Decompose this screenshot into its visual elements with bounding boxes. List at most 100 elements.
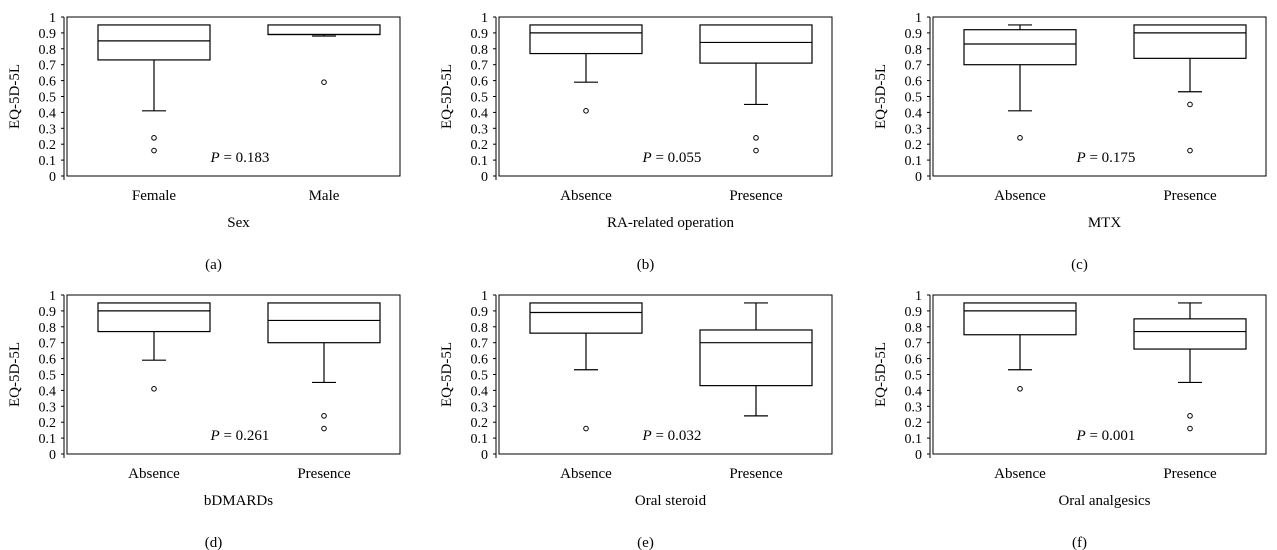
box-iqr xyxy=(97,24,211,61)
p-value-annotation: P = 0.055 xyxy=(642,150,702,166)
category-label: Absence xyxy=(560,466,612,482)
outlier-point xyxy=(151,147,157,154)
plot-frame xyxy=(498,294,833,455)
y-tick-label: 0 xyxy=(49,170,56,185)
p-value-text: = 0.183 xyxy=(220,150,270,166)
chart-panel-a: 00.10.20.30.40.50.60.70.80.91 EQ-5D-5L Fem… xyxy=(7,11,401,273)
plot-frame xyxy=(932,294,1267,455)
y-tick-label: 0.6 xyxy=(905,75,923,90)
y-tick-label: 0.6 xyxy=(39,75,57,90)
p-symbol: P xyxy=(642,428,652,444)
p-symbol: P xyxy=(210,150,220,166)
y-tick-label: 0.4 xyxy=(471,106,489,121)
plot-frame xyxy=(498,16,833,177)
p-value-annotation: P = 0.001 xyxy=(1076,428,1136,444)
y-tick-label: 0.4 xyxy=(39,384,57,399)
y-tick-label: 0.9 xyxy=(905,27,923,42)
y-tick-label: 0.5 xyxy=(905,91,923,106)
y-tick-label: 0.6 xyxy=(471,75,489,90)
box-iqr xyxy=(963,29,1077,66)
p-value-annotation: P = 0.032 xyxy=(642,428,702,444)
chart-panel-e: 00.10.20.30.40.50.60.70.80.91 EQ-5D-5L Abs… xyxy=(439,289,833,550)
x-axis-label: MTX xyxy=(1088,215,1122,231)
category-label: Absence xyxy=(128,466,180,482)
outlier-point xyxy=(1017,386,1023,392)
outlier-point xyxy=(1017,135,1023,141)
outlier-point xyxy=(321,79,327,85)
p-value-text: = 0.055 xyxy=(652,150,702,166)
y-tick-label: 1 xyxy=(915,289,922,304)
y-axis-label: EQ-5D-5L xyxy=(7,64,23,129)
category-label: Presence xyxy=(729,466,783,482)
y-tick-label: 0.2 xyxy=(905,416,923,431)
y-tick-label: 0.4 xyxy=(471,384,489,399)
category-label: Absence xyxy=(994,466,1046,482)
y-tick-label: 0.9 xyxy=(905,305,923,320)
y-tick-label: 0.5 xyxy=(39,91,57,106)
y-tick-label: 0.8 xyxy=(905,43,923,58)
y-tick-label: 0.6 xyxy=(905,353,923,368)
y-tick-label: 1 xyxy=(915,11,922,26)
category-label: Female xyxy=(132,188,176,204)
chart-panel-b: 00.10.20.30.40.50.60.70.80.91 EQ-5D-5L Abs… xyxy=(439,11,833,273)
y-tick-label: 0.1 xyxy=(471,154,489,169)
y-tick-label: 0.1 xyxy=(39,432,57,447)
panel-label: (b) xyxy=(637,257,655,273)
outlier-point xyxy=(1187,147,1193,154)
p-value-text: = 0.001 xyxy=(1086,428,1136,444)
outlier-point xyxy=(151,386,157,392)
y-tick-label: 0.2 xyxy=(905,138,923,153)
chart-panel-c: 00.10.20.30.40.50.60.70.80.91 EQ-5D-5L Abs… xyxy=(873,11,1267,273)
y-tick-label: 0.8 xyxy=(471,43,489,58)
category-label: Presence xyxy=(1163,466,1217,482)
p-value-annotation: P = 0.183 xyxy=(210,150,270,166)
plot-frame xyxy=(932,16,1267,177)
outlier-point xyxy=(583,425,589,432)
box-iqr xyxy=(1133,318,1247,350)
y-tick-label: 0.8 xyxy=(39,43,57,58)
p-symbol: P xyxy=(210,428,220,444)
y-tick-label: 0.7 xyxy=(905,337,923,352)
p-value-annotation: P = 0.175 xyxy=(1076,150,1136,166)
panel-label: (f) xyxy=(1072,535,1087,550)
y-tick-label: 0.9 xyxy=(39,27,57,42)
y-tick-label: 0 xyxy=(481,448,488,463)
y-tick-label: 0.5 xyxy=(471,91,489,106)
p-value-annotation: P = 0.261 xyxy=(210,428,270,444)
x-axis-label: RA-related operation xyxy=(607,215,735,231)
y-tick-label: 0.9 xyxy=(471,27,489,42)
p-value-text: = 0.261 xyxy=(220,428,270,444)
chart-panel-f: 00.10.20.30.40.50.60.70.80.91 EQ-5D-5L Abs… xyxy=(873,289,1267,550)
box-iqr xyxy=(267,24,381,36)
p-symbol: P xyxy=(1076,428,1086,444)
x-axis-label: Sex xyxy=(227,215,250,231)
y-tick-label: 0.5 xyxy=(471,369,489,384)
y-tick-label: 0.5 xyxy=(905,369,923,384)
y-tick-label: 0.8 xyxy=(471,321,489,336)
y-tick-label: 0.7 xyxy=(471,337,489,352)
category-label: Absence xyxy=(560,188,612,204)
outlier-point xyxy=(321,425,327,432)
y-tick-label: 0.1 xyxy=(905,154,923,169)
y-tick-label: 0.7 xyxy=(905,59,923,74)
y-tick-label: 0 xyxy=(481,170,488,185)
category-label: Presence xyxy=(297,466,351,482)
p-value-text: = 0.032 xyxy=(652,428,702,444)
p-value-text: = 0.175 xyxy=(1086,150,1136,166)
outlier-point xyxy=(1187,413,1193,419)
box-iqr xyxy=(699,329,813,387)
category-label: Presence xyxy=(1163,188,1217,204)
outlier-point xyxy=(151,135,157,141)
panel-label: (d) xyxy=(205,535,223,550)
y-tick-label: 0.1 xyxy=(39,154,57,169)
x-axis-label: bDMARDs xyxy=(204,493,273,509)
y-axis-label: EQ-5D-5L xyxy=(7,342,23,407)
y-tick-label: 1 xyxy=(481,11,488,26)
panel-label: (a) xyxy=(205,257,222,273)
outlier-point xyxy=(1187,425,1193,432)
y-tick-label: 0.6 xyxy=(39,353,57,368)
y-axis-label: EQ-5D-5L xyxy=(439,342,455,407)
y-tick-label: 1 xyxy=(49,11,56,26)
y-axis-label: EQ-5D-5L xyxy=(873,342,889,407)
